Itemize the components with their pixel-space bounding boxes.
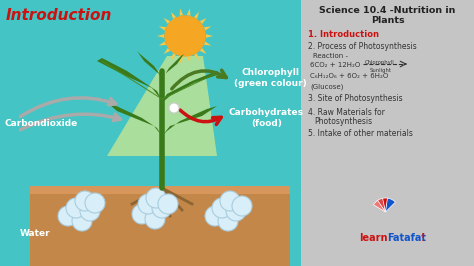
Text: Science 10.4 -Nutrition in
Plants: Science 10.4 -Nutrition in Plants: [319, 6, 456, 25]
Text: Introduction: Introduction: [6, 8, 112, 23]
Polygon shape: [204, 26, 211, 31]
Polygon shape: [164, 48, 170, 54]
Circle shape: [80, 201, 100, 221]
Wedge shape: [377, 198, 385, 212]
Circle shape: [158, 194, 178, 214]
Polygon shape: [180, 9, 183, 16]
Polygon shape: [194, 53, 199, 60]
Text: Fatafat: Fatafat: [387, 233, 427, 243]
Circle shape: [75, 191, 95, 211]
Text: Carbondioxide: Carbondioxide: [5, 119, 78, 128]
Wedge shape: [374, 200, 385, 212]
Text: 4. Raw Materials for: 4. Raw Materials for: [308, 108, 385, 117]
Circle shape: [169, 103, 179, 113]
Circle shape: [145, 209, 165, 229]
Text: (Glucose): (Glucose): [310, 83, 343, 89]
Text: Photosynthesis: Photosynthesis: [314, 117, 372, 126]
Wedge shape: [385, 198, 395, 212]
Polygon shape: [187, 9, 191, 16]
Text: 6CO₂ + 12H₂O: 6CO₂ + 12H₂O: [310, 62, 360, 68]
Polygon shape: [164, 18, 170, 24]
Polygon shape: [171, 53, 176, 60]
Text: 3. Site of Photosynthesis: 3. Site of Photosynthesis: [308, 94, 402, 103]
Bar: [0, 0, 301, 266]
Text: Chlorophyll
(green colour): Chlorophyll (green colour): [234, 68, 307, 88]
Bar: [30, 188, 290, 266]
Polygon shape: [204, 41, 211, 45]
Polygon shape: [206, 34, 213, 38]
Circle shape: [152, 198, 172, 218]
Polygon shape: [194, 12, 199, 19]
Circle shape: [226, 201, 246, 221]
Text: Chlorophyll: Chlorophyll: [365, 60, 395, 65]
Circle shape: [72, 211, 92, 231]
Bar: [30, 186, 290, 194]
Polygon shape: [171, 12, 176, 19]
Polygon shape: [162, 71, 220, 101]
Polygon shape: [162, 54, 184, 81]
Circle shape: [205, 206, 225, 226]
Circle shape: [212, 198, 232, 218]
Text: 2. Process of Photosynthesis: 2. Process of Photosynthesis: [308, 42, 417, 51]
Circle shape: [232, 196, 252, 216]
Polygon shape: [200, 18, 207, 24]
Circle shape: [132, 204, 152, 224]
Polygon shape: [162, 106, 217, 136]
Circle shape: [218, 211, 238, 231]
Text: 1. Introduction: 1. Introduction: [308, 30, 379, 39]
Text: C₆H₁₂O₆ + 6O₂ + 6H₂O: C₆H₁₂O₆ + 6O₂ + 6H₂O: [310, 73, 388, 79]
Text: Carbohydrates
(food): Carbohydrates (food): [229, 108, 304, 128]
Circle shape: [146, 188, 166, 208]
Text: 5. Intake of other materials: 5. Intake of other materials: [308, 129, 413, 138]
Polygon shape: [187, 56, 191, 64]
Text: Water: Water: [20, 230, 51, 239]
Polygon shape: [200, 48, 207, 54]
Bar: [301, 0, 474, 266]
Polygon shape: [159, 26, 166, 31]
Polygon shape: [157, 34, 164, 38]
Circle shape: [85, 193, 105, 213]
Polygon shape: [97, 58, 162, 101]
Text: Reaction -: Reaction -: [313, 53, 348, 59]
Polygon shape: [102, 98, 162, 136]
Polygon shape: [159, 41, 166, 45]
Circle shape: [220, 191, 240, 211]
Text: learn: learn: [359, 233, 387, 243]
Circle shape: [58, 206, 78, 226]
Circle shape: [165, 16, 205, 56]
Polygon shape: [107, 56, 217, 156]
Text: !: !: [420, 233, 425, 243]
Text: Sunlight: Sunlight: [370, 68, 392, 73]
Circle shape: [66, 198, 86, 218]
Polygon shape: [137, 51, 162, 81]
Circle shape: [138, 194, 158, 214]
Polygon shape: [180, 56, 183, 64]
Wedge shape: [382, 198, 388, 212]
